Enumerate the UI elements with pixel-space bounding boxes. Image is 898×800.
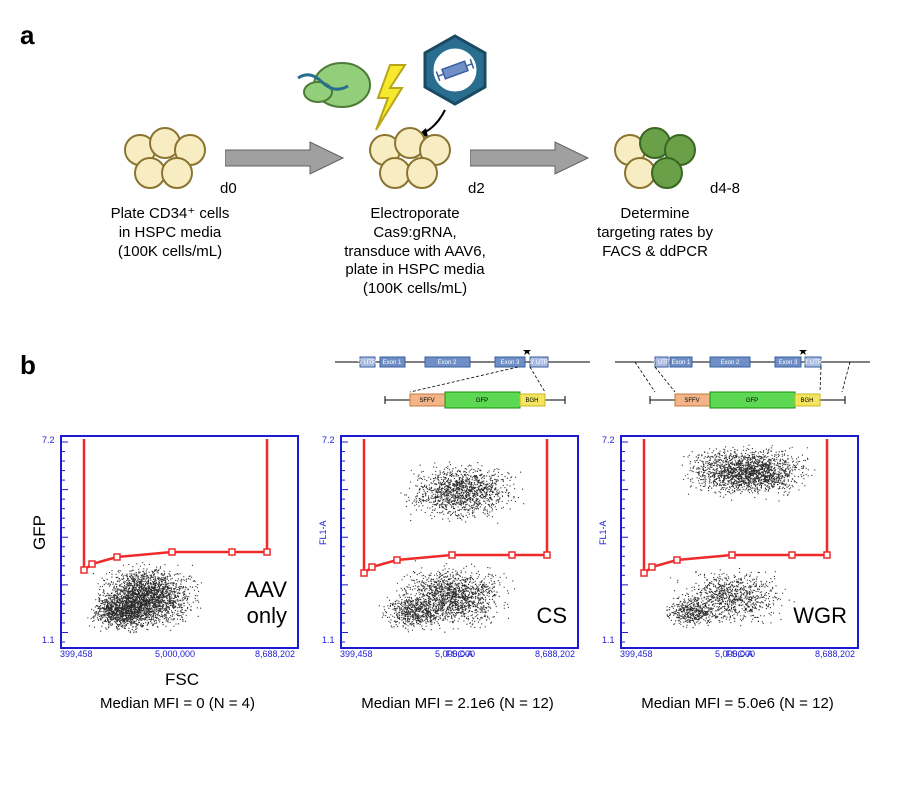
aav-icon <box>425 36 485 104</box>
facs-plot-aav: 7.21.1AAVonly 399,458 5,000,000 8,688,20… <box>60 435 299 649</box>
svg-text:Exon 1: Exon 1 <box>383 360 402 366</box>
svg-text:3' UTR: 3' UTR <box>804 360 823 366</box>
svg-text:SFFV: SFFV <box>419 398 434 404</box>
svg-text:BGH: BGH <box>800 398 813 404</box>
gene-diagram-cs: 5' UTR Exon 1 Exon 2 Exon 3 3' UTR ★ SFF… <box>330 350 595 415</box>
cells-d2 <box>360 125 460 195</box>
bolt-icon <box>376 65 405 130</box>
panel-a-label: a <box>20 20 34 51</box>
footer-aav: Median MFI = 0 (N = 4) <box>60 695 295 712</box>
cells-d4 <box>605 125 705 195</box>
svg-text:3' UTR: 3' UTR <box>530 360 549 366</box>
footer-wgr: Median MFI = 5.0e6 (N = 12) <box>620 695 855 712</box>
panel-a: a <box>20 20 878 330</box>
svg-text:★: ★ <box>798 350 809 358</box>
cells-d0 <box>115 125 215 195</box>
svg-text:Exon 2: Exon 2 <box>721 360 740 366</box>
reagents-icon <box>290 30 530 140</box>
svg-text:SFFV: SFFV <box>684 398 699 404</box>
svg-text:Exon 3: Exon 3 <box>779 360 798 366</box>
cas9-icon <box>298 63 370 107</box>
footer-cs: Median MFI = 2.1e6 (N = 12) <box>340 695 575 712</box>
svg-text:Exon 2: Exon 2 <box>438 360 457 366</box>
facs-plot-cs: 7.21.1CS 399,458 5,000,000 8,688,202 FL1… <box>340 435 579 659</box>
svg-text:5' UTR: 5' UTR <box>358 360 377 366</box>
svg-text:GFP: GFP <box>476 398 488 404</box>
svg-text:Exon 3: Exon 3 <box>501 360 520 366</box>
svg-text:5' UTR: 5' UTR <box>652 360 671 366</box>
d2-label: d2 <box>468 180 485 197</box>
d4-label: d4-8 <box>710 180 740 197</box>
panel-b: b 5' UTR Exon 1 Exon 2 Exon 3 3' UTR ★ S… <box>20 350 878 780</box>
step2-text: Electroporate Cas9:gRNA, transduce with … <box>340 205 490 299</box>
svg-text:BGH: BGH <box>525 398 538 404</box>
panel-b-label: b <box>20 350 36 381</box>
step0-text: Plate CD34⁺ cells in HSPC media (100K ce… <box>105 205 235 261</box>
gene-diagram-wgr: 5' UTR Exon 1 Exon 2 Exon 3 3' UTR ★ SFF… <box>610 350 875 415</box>
step4-text: Determine targeting rates by FACS & ddPC… <box>590 205 720 261</box>
facs-plot-wgr: 7.21.1WGR 399,458 5,000,000 8,688,202 FL… <box>620 435 859 659</box>
y-axis-label: GFP <box>30 515 50 550</box>
arrow-2 <box>470 138 590 178</box>
svg-text:GFP: GFP <box>746 398 758 404</box>
svg-text:★: ★ <box>522 350 533 358</box>
d0-label: d0 <box>220 180 237 197</box>
arrow-1 <box>225 138 345 178</box>
svg-text:Exon 1: Exon 1 <box>672 360 691 366</box>
x-axis-label: FSC <box>165 670 199 690</box>
